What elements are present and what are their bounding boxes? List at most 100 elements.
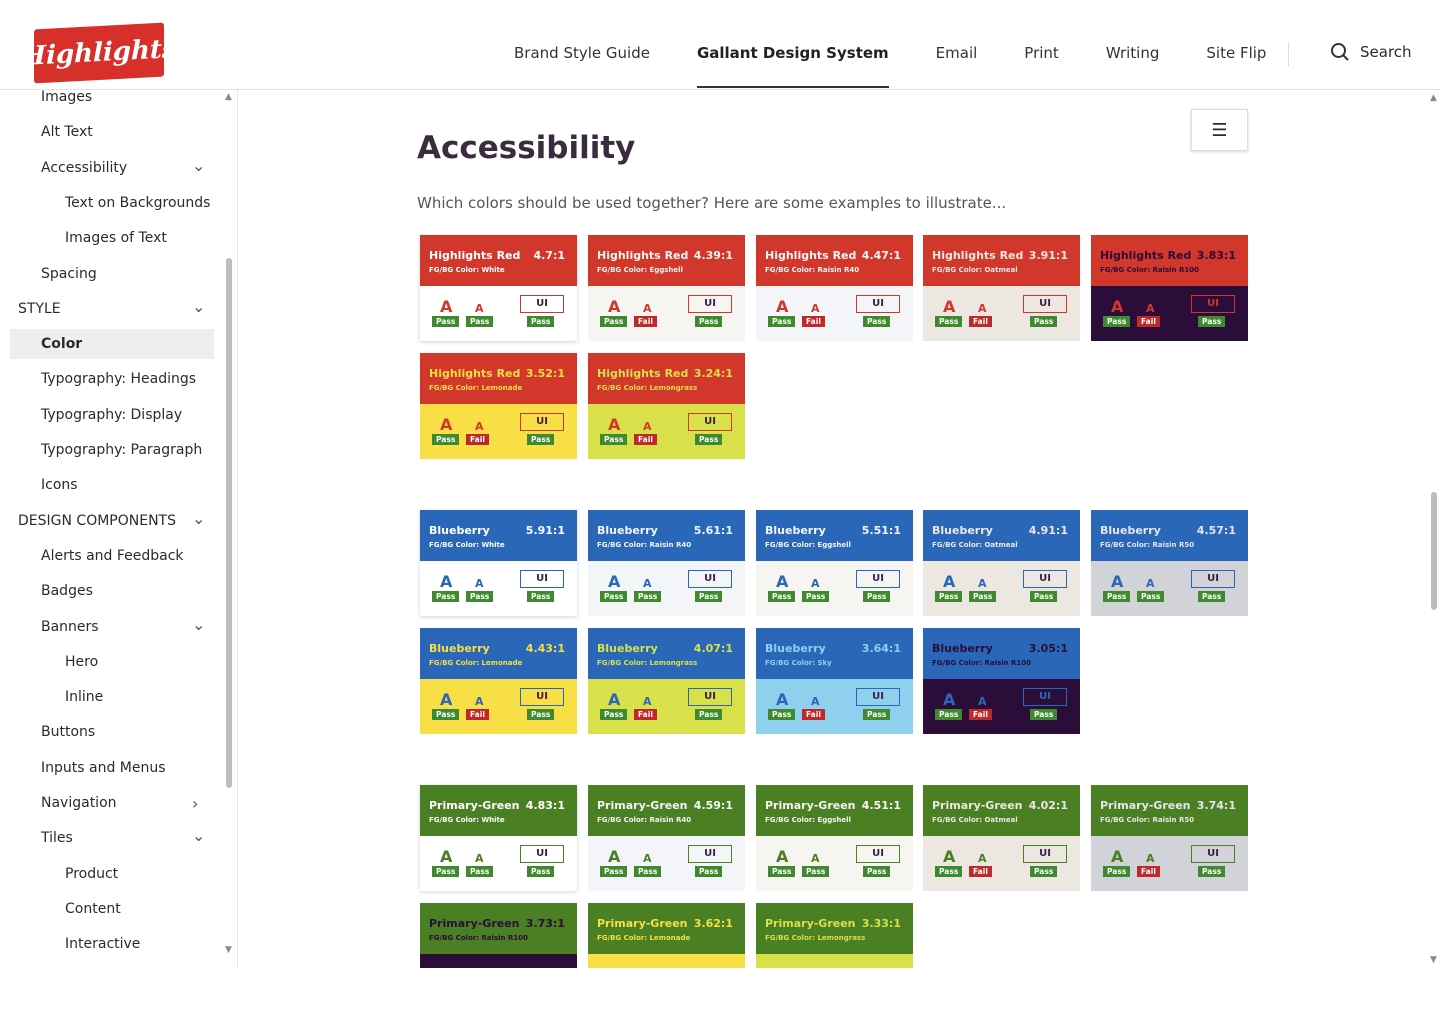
sidebar-item[interactable]: Banners	[41, 612, 99, 642]
nav-link[interactable]: Writing	[1105, 44, 1160, 62]
bg-color-label: FG/BG Color: Lemonade	[429, 384, 568, 392]
contrast-card: Primary-Green 3.74:1 FG/BG Color: Raisin R…	[1091, 785, 1248, 891]
sidebar-item[interactable]: Buttons	[41, 717, 95, 747]
sidebar-item[interactable]: Content	[65, 894, 121, 924]
chevron-down-icon[interactable]: ⌄	[192, 155, 206, 175]
search-button[interactable]: Search	[1330, 42, 1412, 62]
color-name: Blueberry	[429, 524, 490, 537]
sidebar-item[interactable]: Alerts and Feedback	[41, 541, 184, 571]
result-badge-pass: Pass	[695, 591, 723, 602]
small-text-sample: A	[643, 577, 652, 590]
sidebar-item[interactable]: Images	[41, 90, 92, 112]
result-badge-pass: Pass	[695, 434, 723, 445]
result-badge-pass: Pass	[768, 866, 796, 877]
result-badge-pass: Pass	[600, 434, 628, 445]
bg-name: Lemongrass	[649, 659, 698, 667]
sidebar-item[interactable]: Inputs and Menus	[41, 753, 166, 783]
bg-name: Eggshell	[817, 541, 851, 549]
nav-link[interactable]: Email	[935, 44, 978, 62]
color-name: Highlights Red	[597, 367, 689, 380]
bg-name: Oatmeal	[984, 541, 1018, 549]
result-badge-pass: Pass	[863, 709, 891, 720]
chevron-down-icon[interactable]: ⌄	[192, 296, 206, 316]
result-badge-pass: Pass	[600, 866, 628, 877]
nav-link[interactable]: Brand Style Guide	[514, 44, 650, 62]
bg-prefix: FG/BG Color:	[765, 266, 818, 274]
contrast-ratio: 4.91:1	[1028, 524, 1068, 537]
card-body: A A UI Pass Fail Pass	[923, 836, 1080, 891]
contrast-card: Highlights Red 3.83:1 FG/BG Color: Raisin …	[1091, 235, 1248, 341]
sidebar-item-label: Icons	[41, 477, 78, 494]
contrast-card: Highlights Red 4.7:1 FG/BG Color: White A A U…	[420, 235, 577, 341]
sidebar-item[interactable]: Tiles	[41, 823, 73, 853]
contrast-card: Primary-Green 4.83:1 FG/BG Color: White A A U…	[420, 785, 577, 891]
ui-sample: UI	[520, 570, 564, 588]
sidebar-item[interactable]: Interactive	[65, 929, 140, 959]
bg-prefix: FG/BG Color:	[429, 266, 482, 274]
card-body: A A UI Pass Pass Pass	[1091, 561, 1248, 616]
color-name: Blueberry	[429, 642, 490, 655]
bg-name: White	[481, 816, 505, 824]
chevron-down-icon[interactable]: ⌄	[192, 614, 206, 634]
sidebar-item[interactable]: Spacing	[41, 259, 97, 289]
chevron-down-icon[interactable]: ⌄	[192, 826, 206, 846]
bg-name: Lemongrass	[817, 934, 866, 942]
large-text-sample: A	[943, 297, 956, 316]
page-scrollbar[interactable]	[1431, 492, 1437, 610]
nav-link[interactable]: Print	[1024, 44, 1059, 62]
highlights-logo[interactable]: Highlights	[22, 22, 177, 84]
contrast-ratio: 4.51:1	[861, 799, 901, 812]
large-text-sample: A	[440, 572, 453, 591]
sidebar-item[interactable]: Typography: Headings	[41, 364, 196, 394]
bg-name: Oatmeal	[984, 266, 1018, 274]
bg-color-label: FG/BG Color: Lemongrass	[765, 934, 904, 942]
sidebar-item[interactable]: Hero	[65, 647, 98, 677]
contrast-ratio: 4.47:1	[861, 249, 901, 262]
color-name: Highlights Red	[1100, 249, 1192, 262]
card-header: Highlights Red 4.47:1 FG/BG Color: Raisin …	[756, 235, 913, 286]
nav-link[interactable]: Site Flip	[1206, 44, 1267, 62]
result-badge-fail: Fail	[969, 866, 992, 877]
sidebar-item[interactable]: Navigation	[41, 788, 117, 818]
ui-sample: UI	[856, 570, 900, 588]
result-badge-pass: Pass	[466, 591, 494, 602]
ui-sample: UI	[688, 295, 732, 313]
small-text-sample: A	[811, 852, 820, 865]
sidebar-item[interactable]: Badges	[41, 576, 93, 606]
page-title: Accessibility	[417, 130, 636, 166]
toc-button[interactable]: ☰	[1191, 109, 1248, 151]
sidebar-item[interactable]: Icons	[41, 470, 78, 500]
chevron-down-icon[interactable]: ⌄	[192, 508, 206, 528]
sidebar-item[interactable]: DESIGN COMPONENTS	[18, 506, 176, 536]
nav-link[interactable]: Gallant Design System	[696, 44, 889, 88]
sidebar-item[interactable]: Product	[65, 859, 118, 889]
contrast-card: Highlights Red 3.52:1 FG/BG Color: Lemonad…	[420, 353, 577, 459]
ui-sample: UI	[688, 845, 732, 863]
page-scroll-up[interactable]: ▲	[1430, 93, 1437, 103]
sidebar-item[interactable]: Accessibility	[41, 153, 127, 183]
sidebar-item[interactable]: Alt Text	[41, 117, 93, 147]
small-text-sample: A	[475, 852, 484, 865]
sidebar-item[interactable]: Typography: Paragraph	[41, 435, 202, 465]
card-header: Primary-Green 3.62:1 FG/BG Color: Lemonade	[588, 903, 745, 954]
color-name: Primary-Green	[597, 917, 688, 930]
contrast-ratio: 3.74:1	[1196, 799, 1236, 812]
contrast-card: Blueberry 4.43:1 FG/BG Color: Lemonade A A UI…	[420, 628, 577, 734]
chevron-right-icon[interactable]: ›	[192, 794, 199, 813]
sidebar-item[interactable]: STYLE	[18, 294, 61, 324]
result-badge-pass: Pass	[600, 316, 628, 327]
card-body: A A UI Pass Pass Pass	[420, 836, 577, 891]
scroll-up-arrow[interactable]: ▲	[225, 92, 232, 102]
contrast-card: Blueberry 4.07:1 FG/BG Color: Lemongrass A A…	[588, 628, 745, 734]
contrast-card: Blueberry 4.91:1 FG/BG Color: Oatmeal A A UI P…	[923, 510, 1080, 616]
sidebar-item[interactable]: Typography: Display	[41, 400, 182, 430]
sidebar-item[interactable]: Text on Backgrounds	[65, 188, 210, 218]
scroll-down-arrow[interactable]: ▼	[225, 945, 232, 955]
bg-prefix: FG/BG Color:	[597, 266, 650, 274]
sidebar-item[interactable]: Inline	[65, 682, 103, 712]
sidebar-scrollbar[interactable]	[226, 258, 232, 788]
sidebar-item[interactable]: Images of Text	[65, 223, 167, 253]
sidebar-item-label: Product	[65, 865, 119, 882]
sidebar-item[interactable]: Color	[10, 329, 214, 360]
page-scroll-down[interactable]: ▼	[1430, 955, 1437, 965]
